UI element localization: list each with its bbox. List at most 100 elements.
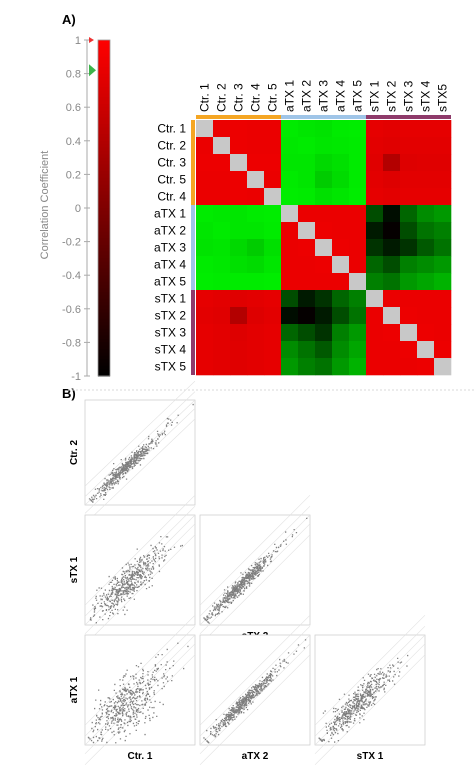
heatmap-cell (247, 256, 265, 274)
heatmap-cell (366, 290, 384, 308)
scatter-panel-3: sTX 2 (199, 494, 311, 646)
heatmap-cell (247, 222, 265, 240)
colorbar-segment (98, 372, 110, 377)
heatmap-cell (434, 205, 452, 223)
heatmap-cell (264, 222, 282, 240)
heatmap-cell (230, 137, 248, 155)
heatmap-cell (417, 324, 435, 342)
scatter-guide-line (84, 625, 196, 737)
colorbar-tick-label: 0 (75, 203, 81, 215)
colorbar-segment (98, 325, 110, 330)
colorbar-tick-label: -0.4 (62, 270, 81, 282)
colorbar-segment (98, 288, 110, 293)
heatmap-cell (400, 171, 418, 189)
row-label: Ctr. 2 (157, 139, 186, 153)
heatmap-cell (196, 341, 214, 359)
heatmap-cell (213, 205, 231, 223)
colorbar-segment (98, 214, 110, 219)
scatter-panel-5: aTX 2 (199, 614, 311, 766)
heatmap-cell (196, 171, 214, 189)
scatter-ylabel: Ctr. 2 (69, 440, 80, 465)
colorbar-segment (98, 40, 110, 44)
scatter-xlabel: Ctr. 1 (127, 751, 152, 762)
heatmap-cell (196, 239, 214, 257)
colorbar-segment (98, 251, 110, 256)
colorbar-segment (98, 50, 110, 55)
colorbar-segment (98, 328, 110, 333)
colorbar-segment (98, 285, 110, 290)
colorbar-segment (98, 244, 110, 249)
colorbar-segment (98, 137, 110, 142)
colorbar-segment (98, 228, 110, 233)
scatter-ylabel: sTX 1 (69, 556, 80, 583)
row-label: aTX 1 (154, 207, 186, 221)
heatmap-cell (366, 188, 384, 206)
heatmap-cell (298, 154, 316, 172)
colorbar-segment (98, 120, 110, 125)
heatmap-cell (349, 205, 367, 223)
colorbar-segment (98, 221, 110, 226)
heatmap-cell (281, 171, 299, 189)
heatmap-cell (213, 341, 231, 359)
heatmap-cell (230, 324, 248, 342)
heatmap-cell (366, 154, 384, 172)
heatmap-cell (366, 324, 384, 342)
heatmap-cell (315, 154, 333, 172)
heatmap-cell (247, 120, 265, 138)
heatmap-cell (332, 290, 350, 308)
colorbar-segment (98, 238, 110, 243)
scatter-xlabel: aTX 2 (242, 751, 269, 762)
scatter-guide-line (199, 534, 311, 646)
heatmap-cell (230, 222, 248, 240)
heatmap-cell (230, 307, 248, 325)
colorbar-title: Correlation Coefficient (39, 151, 51, 260)
heatmap-cell (332, 341, 350, 359)
colorbar-segment (98, 248, 110, 253)
heatmap-cell (366, 137, 384, 155)
scatter-panel-6: sTX 1 (314, 614, 426, 766)
colorbar-marker (89, 37, 96, 77)
heatmap-cell (417, 171, 435, 189)
scatter-points (203, 639, 307, 744)
heatmap-cell (247, 307, 265, 325)
heatmap-cell (417, 358, 435, 376)
colorbar-segment (98, 177, 110, 182)
heatmap-cell (315, 324, 333, 342)
row-label: Ctr. 3 (157, 156, 186, 170)
group-bars (191, 115, 451, 375)
colorbar-tick-label: 0.2 (66, 169, 81, 181)
row-label: sTX 5 (155, 360, 187, 374)
colorbar-segment (98, 265, 110, 270)
heatmap-cell (247, 358, 265, 376)
row-label: aTX 3 (154, 241, 186, 255)
heatmap-cell (400, 324, 418, 342)
heatmap-cell (383, 307, 401, 325)
heatmap-cell (349, 171, 367, 189)
colorbar-segment (98, 127, 110, 132)
heatmap-cells (196, 120, 452, 376)
heatmap-cell (281, 137, 299, 155)
scatter-guide-line (84, 643, 196, 755)
scatter-points (203, 517, 308, 624)
heatmap-cell (315, 222, 333, 240)
heatmap-cell (196, 290, 214, 308)
column-label: Ctr. 3 (232, 83, 246, 112)
heatmap-cell (383, 171, 401, 189)
colorbar-segment (98, 335, 110, 340)
heatmap-cell (400, 137, 418, 155)
column-label: aTX 4 (334, 80, 348, 112)
colorbar-segment (98, 218, 110, 223)
scatter-panel-1: Ctr. 2 (69, 380, 196, 525)
colorbar-segment (98, 204, 110, 209)
colorbar-segment (98, 318, 110, 323)
heatmap-cell (264, 137, 282, 155)
colorbar-segment (98, 312, 110, 317)
heatmap-cell (383, 290, 401, 308)
heatmap-cell (298, 222, 316, 240)
heatmap-cell (196, 324, 214, 342)
heatmap-cell (332, 358, 350, 376)
colorbar-segment (98, 43, 110, 48)
heatmap-cell (298, 290, 316, 308)
heatmap-cell (315, 205, 333, 223)
